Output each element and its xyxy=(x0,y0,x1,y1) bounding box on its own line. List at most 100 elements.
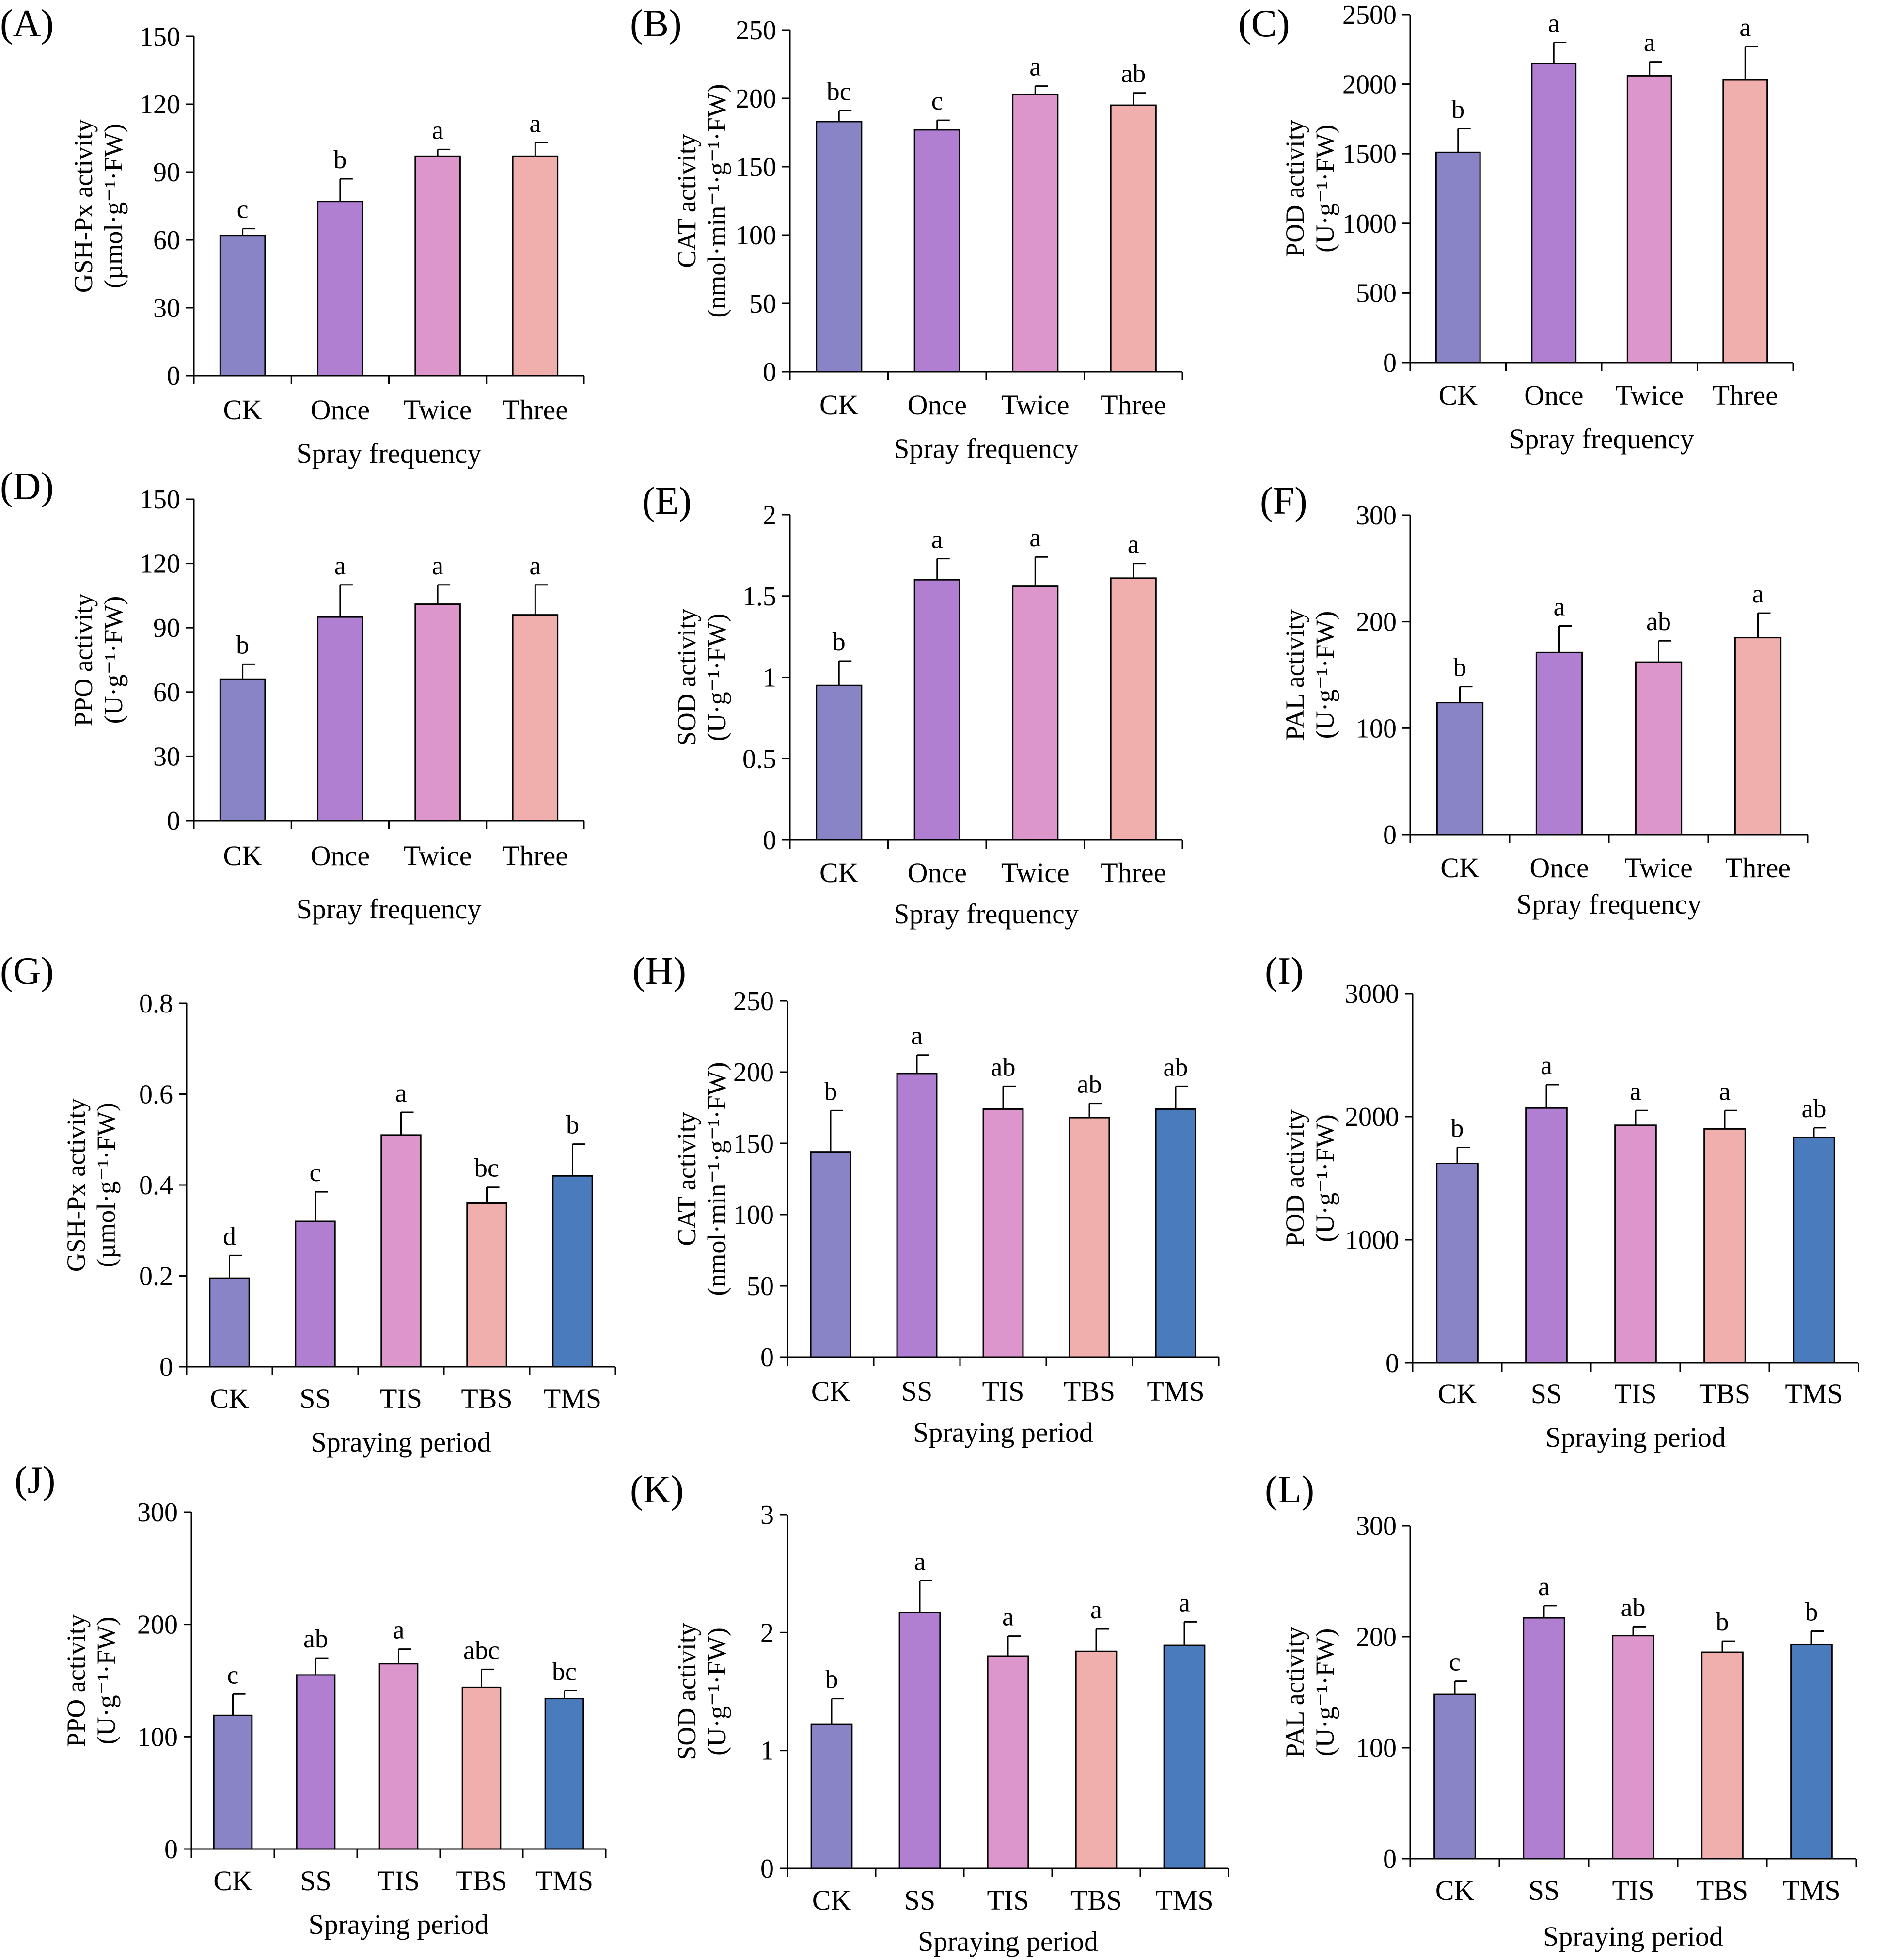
category-label: Twice xyxy=(1624,852,1693,884)
y-tick-label: 3 xyxy=(760,1500,774,1530)
y-tick-label: 500 xyxy=(1356,278,1397,308)
x-axis-label: Spraying period xyxy=(913,1417,1093,1448)
panel-label: (J) xyxy=(15,1459,55,1502)
category-label: SS xyxy=(1528,1875,1560,1906)
category-label: TIS xyxy=(982,1375,1024,1407)
y-axis-label: (µmol·g⁻¹·FW) xyxy=(99,124,128,288)
y-axis-label: PPO activity xyxy=(62,1614,91,1747)
y-tick-label: 0 xyxy=(167,361,180,391)
significance-letter: c xyxy=(1449,1647,1461,1676)
y-tick-label: 60 xyxy=(153,225,180,255)
y-tick-label: 0.5 xyxy=(742,744,776,774)
significance-letter: bc xyxy=(474,1154,499,1183)
chart-panel-i: (I) 0 1000 2000 3000 b CK a SS a TIS a TBS ab TMS Spray… xyxy=(1265,950,1859,1453)
panel-label: (C) xyxy=(1238,2,1290,45)
bar-tbs xyxy=(1075,1650,1118,1869)
category-label: Three xyxy=(1713,379,1778,411)
x-axis-label: Spraying period xyxy=(1543,1921,1723,1952)
y-tick-label: 2500 xyxy=(1342,0,1397,30)
significance-letter: a xyxy=(334,551,346,580)
panel-label: (D) xyxy=(0,465,54,508)
chart-panel-d: (D) 0 30 60 90 120 150 b CK a Once a Twice a Three Spra… xyxy=(0,465,585,925)
y-axis-label: (U·g⁻¹·FW) xyxy=(1310,611,1339,739)
significance-letter: a xyxy=(529,551,541,580)
bar-tis xyxy=(1614,1124,1657,1364)
category-label: TMS xyxy=(1782,1875,1840,1906)
category-label: TIS xyxy=(378,1865,420,1897)
y-tick-label: 1 xyxy=(763,663,776,693)
bar-once xyxy=(317,201,363,377)
y-axis-label: (U·g⁻¹·FW) xyxy=(92,1617,121,1745)
panel-label: (E) xyxy=(642,480,692,522)
bar-three xyxy=(1110,104,1157,373)
y-axis-label: POD activity xyxy=(1280,1109,1309,1247)
category-label: TMS xyxy=(535,1865,593,1897)
x-axis-label: Spraying period xyxy=(311,1426,491,1458)
significance-letter: a xyxy=(1029,523,1041,552)
category-label: CK xyxy=(223,394,262,426)
y-axis-label: SOD activity xyxy=(672,609,701,746)
y-tick-label: 0 xyxy=(1383,820,1397,850)
bar-ck xyxy=(1435,151,1481,364)
bar-tms xyxy=(552,1175,593,1368)
bar-ck xyxy=(816,684,863,841)
category-label: Once xyxy=(311,840,370,871)
y-tick-label: 150 xyxy=(736,152,776,182)
significance-letter: a xyxy=(1541,1051,1552,1080)
chart-panel-e: (E) 0 0.5 1 1.5 2 b CK a Once a Twice a Three Spray fr… xyxy=(642,480,1183,930)
significance-letter: b xyxy=(236,630,249,659)
y-tick-label: 30 xyxy=(153,742,180,772)
chart-panel-b: (B) 0 50 100 150 200 250 bc CK c Once a Twice ab Three… xyxy=(630,2,1183,464)
panel-label: (H) xyxy=(632,950,686,993)
y-tick-label: 0 xyxy=(763,357,776,387)
significance-letter: a xyxy=(1554,592,1565,621)
category-label: SS xyxy=(901,1375,933,1407)
y-axis-label: GSH-Px activity xyxy=(69,119,98,293)
category-label: Three xyxy=(1725,852,1791,884)
y-axis-label: (U·g⁻¹·FW) xyxy=(702,1628,731,1755)
y-tick-label: 1000 xyxy=(1345,1225,1399,1255)
category-label: CK xyxy=(812,1884,851,1916)
y-tick-label: 120 xyxy=(140,90,180,120)
significance-letter: b xyxy=(1451,1114,1464,1143)
bar-ck xyxy=(1436,702,1484,836)
y-tick-label: 200 xyxy=(733,1058,774,1088)
bar-tbs xyxy=(1701,1651,1744,1860)
category-label: SS xyxy=(299,1383,331,1414)
y-tick-label: 0 xyxy=(159,1352,173,1382)
significance-letter: a xyxy=(1128,530,1139,559)
y-axis-label: (U·g⁻¹·FW) xyxy=(1310,125,1339,253)
bar-three xyxy=(1722,79,1768,364)
significance-letter: a xyxy=(1739,13,1751,42)
significance-letter: bc xyxy=(552,1657,577,1686)
y-axis-label: (U·g⁻¹·FW) xyxy=(1310,1628,1339,1756)
y-tick-label: 200 xyxy=(1356,607,1397,637)
y-tick-label: 30 xyxy=(153,293,180,323)
y-tick-label: 50 xyxy=(747,1271,774,1301)
y-tick-label: 0.2 xyxy=(139,1262,173,1292)
significance-letter: b xyxy=(333,145,346,174)
significance-letter: a xyxy=(432,551,443,580)
y-tick-label: 0 xyxy=(760,1854,774,1884)
significance-letter: abc xyxy=(463,1635,500,1664)
bar-ck xyxy=(209,1277,250,1368)
y-tick-label: 250 xyxy=(736,16,776,46)
category-label: Twice xyxy=(1001,389,1070,421)
panel-label: (L) xyxy=(1265,1469,1314,1511)
category-label: TBS xyxy=(1070,1884,1122,1916)
y-axis-label: PAL activity xyxy=(1280,609,1309,741)
panel-label: (F) xyxy=(1260,480,1307,522)
bar-once xyxy=(1531,63,1577,364)
category-label: CK xyxy=(819,857,859,888)
y-tick-label: 150 xyxy=(733,1129,774,1159)
x-axis-label: Spray frequency xyxy=(297,893,482,925)
category-label: TBS xyxy=(456,1865,507,1897)
category-label: CK xyxy=(223,840,262,871)
category-label: TMS xyxy=(1147,1375,1204,1407)
category-label: CK xyxy=(1438,379,1478,411)
y-tick-label: 100 xyxy=(1356,713,1397,743)
significance-letter: c xyxy=(931,86,943,115)
category-label: Twice xyxy=(1615,379,1684,411)
bar-once xyxy=(913,579,960,841)
significance-letter: a xyxy=(911,1021,923,1050)
